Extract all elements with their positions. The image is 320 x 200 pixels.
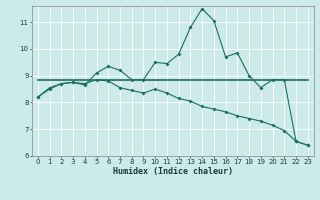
X-axis label: Humidex (Indice chaleur): Humidex (Indice chaleur): [113, 167, 233, 176]
